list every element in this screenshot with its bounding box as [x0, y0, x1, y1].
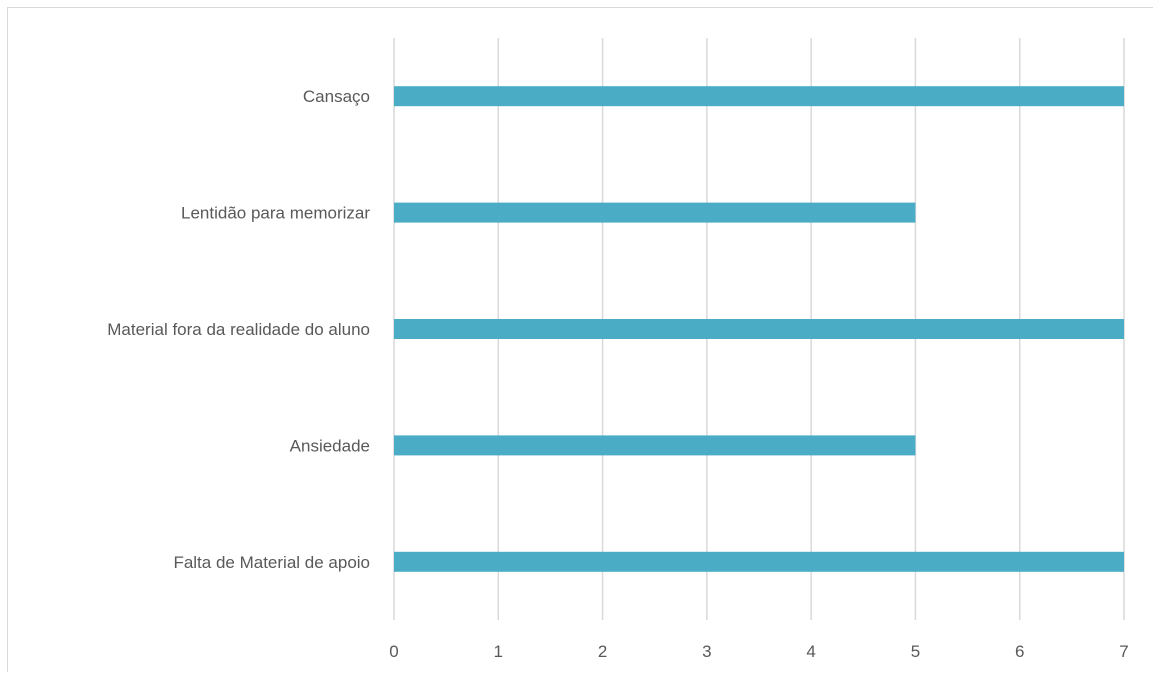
bar-2	[394, 319, 1124, 339]
category-label-3: Lentidão para memorizar	[181, 204, 370, 223]
x-tick-label-0: 0	[389, 642, 398, 661]
x-tick-label-4: 4	[806, 642, 815, 661]
category-label-2: Material fora da realidade do aluno	[107, 320, 370, 339]
bars	[394, 86, 1124, 572]
bar-1	[394, 435, 916, 456]
chart-frame	[7, 7, 1153, 672]
bar-0	[394, 551, 1124, 572]
x-axis-tick-labels: 0 1 2 3 4 5 6 7	[389, 642, 1128, 661]
bar-4	[394, 86, 1124, 107]
x-tick-label-7: 7	[1119, 642, 1128, 661]
x-tick-label-6: 6	[1015, 642, 1024, 661]
category-label-1: Ansiedade	[290, 436, 370, 455]
category-label-4: Cansaço	[303, 87, 370, 106]
x-tick-label-2: 2	[598, 642, 607, 661]
category-labels: Falta de Material de apoio Ansiedade Mater…	[107, 87, 370, 572]
bar-3	[394, 202, 916, 223]
category-label-0: Falta de Material de apoio	[173, 553, 370, 572]
x-tick-label-3: 3	[702, 642, 711, 661]
x-tick-label-5: 5	[911, 642, 920, 661]
x-tick-label-1: 1	[494, 642, 503, 661]
